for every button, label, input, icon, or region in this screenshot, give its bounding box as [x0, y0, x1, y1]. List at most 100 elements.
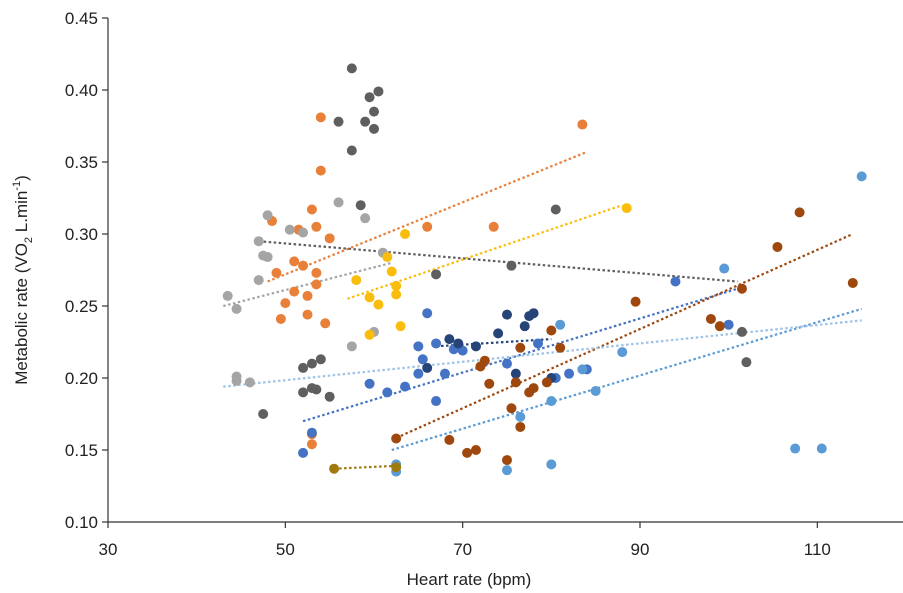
data-point-series-5 [723, 319, 734, 330]
data-point-series-5 [670, 276, 681, 287]
data-point-series-2 [289, 256, 300, 267]
data-point-series-5 [298, 447, 309, 458]
data-point-series-2 [311, 279, 322, 290]
data-point-series-2 [280, 298, 291, 309]
data-point-series-8 [719, 263, 730, 274]
y-axis-title: Metabolic rate (VO2 L.min-1) [11, 175, 35, 385]
data-point-series-3 [244, 377, 255, 388]
trend-line-series-5 [302, 287, 738, 423]
data-point-series-2 [315, 165, 326, 176]
data-point-series-4 [364, 329, 375, 340]
data-point-series-1 [373, 86, 384, 97]
data-point-series-8 [790, 443, 801, 454]
data-point-series-7 [444, 434, 455, 445]
data-point-series-5 [564, 368, 575, 379]
data-point-series-2 [275, 313, 286, 324]
data-point-series-7 [705, 313, 716, 324]
trend-lines [222, 150, 862, 470]
data-point-series-6 [510, 368, 521, 379]
data-point-series-3 [253, 236, 264, 247]
trend-line-series-4 [347, 204, 623, 300]
data-point-series-7 [506, 403, 517, 414]
data-point-series-7 [502, 455, 512, 466]
data-point-series-8 [577, 364, 588, 375]
data-point-series-3 [262, 210, 273, 221]
data-point-series-1 [258, 409, 269, 419]
data-point-series-4 [364, 292, 375, 303]
data-points [222, 63, 867, 477]
trend-line-series-9 [334, 464, 397, 470]
data-point-series-8 [546, 396, 557, 407]
data-point-series-5 [364, 378, 375, 389]
data-point-series-7 [794, 207, 805, 218]
data-point-series-3 [231, 303, 242, 314]
data-point-series-3 [231, 371, 242, 382]
data-point-series-7 [515, 342, 526, 353]
data-point-series-2 [422, 221, 433, 232]
data-point-series-6 [502, 309, 512, 320]
y-axis-title-rest: L.min [12, 191, 31, 237]
data-point-series-5 [417, 354, 428, 365]
data-point-series-8 [617, 347, 628, 358]
data-point-series-6 [444, 334, 455, 345]
data-point-series-3 [360, 213, 371, 224]
data-point-series-7 [772, 241, 783, 252]
data-point-series-1 [346, 145, 357, 156]
data-point-series-3 [333, 197, 344, 208]
data-point-series-5 [413, 368, 424, 379]
data-point-series-1 [306, 358, 317, 369]
data-point-series-7 [714, 321, 725, 332]
y-tick-label: 0.35 [65, 153, 98, 172]
data-point-series-4 [373, 299, 384, 310]
data-point-series-2 [306, 204, 317, 215]
data-point-series-5 [431, 396, 442, 407]
data-point-series-1 [298, 387, 309, 398]
data-point-series-5 [422, 308, 433, 319]
data-point-series-7 [847, 277, 858, 288]
data-point-series-5 [457, 345, 468, 356]
trend-line-series-3 [222, 261, 393, 308]
data-point-series-5 [413, 341, 424, 352]
data-point-series-2 [306, 439, 317, 450]
data-point-series-7 [555, 342, 566, 353]
y-axis-title-superscript: -1 [11, 181, 23, 191]
y-tick-label: 0.10 [65, 513, 98, 532]
data-point-series-3 [222, 290, 233, 301]
trend-line-series-6 [435, 338, 552, 348]
data-point-series-5 [382, 387, 393, 398]
data-point-series-1 [346, 63, 357, 74]
data-point-series-2 [302, 309, 313, 320]
data-point-series-5 [306, 427, 317, 438]
data-point-series-2 [311, 267, 322, 278]
trend-line-series-2 [267, 150, 588, 283]
data-point-series-7 [391, 433, 402, 444]
x-tick-label: 90 [631, 540, 650, 559]
data-point-series-7 [541, 377, 552, 388]
y-tick-label: 0.15 [65, 441, 98, 460]
data-point-series-1 [369, 106, 379, 117]
data-point-series-8 [555, 319, 566, 330]
data-point-series-8 [590, 385, 601, 396]
y-axis-title-main: Metabolic rate (VO [12, 243, 31, 385]
y-tick-label: 0.45 [65, 9, 98, 28]
data-point-series-2 [315, 112, 326, 123]
data-point-series-2 [289, 286, 300, 297]
data-point-series-7 [462, 447, 473, 458]
data-point-series-7 [484, 378, 495, 389]
data-point-series-1 [306, 383, 317, 394]
data-point-series-1 [506, 260, 517, 271]
data-point-series-3 [262, 252, 273, 263]
data-point-series-2 [324, 233, 335, 244]
data-point-series-3 [298, 227, 309, 238]
data-point-series-5 [431, 338, 442, 349]
data-point-series-6 [470, 341, 481, 352]
data-point-series-7 [515, 421, 526, 432]
data-point-series-5 [439, 368, 450, 379]
y-tick-label: 0.40 [65, 81, 98, 100]
axes: 0.10 0.15 0.20 0.25 0.30 0.35 0.40 0.45 30 50 70 90… [65, 9, 903, 559]
data-point-series-3 [284, 224, 295, 235]
y-tick-label: 0.20 [65, 369, 98, 388]
data-point-series-1 [333, 116, 344, 127]
data-point-series-6 [528, 308, 539, 319]
